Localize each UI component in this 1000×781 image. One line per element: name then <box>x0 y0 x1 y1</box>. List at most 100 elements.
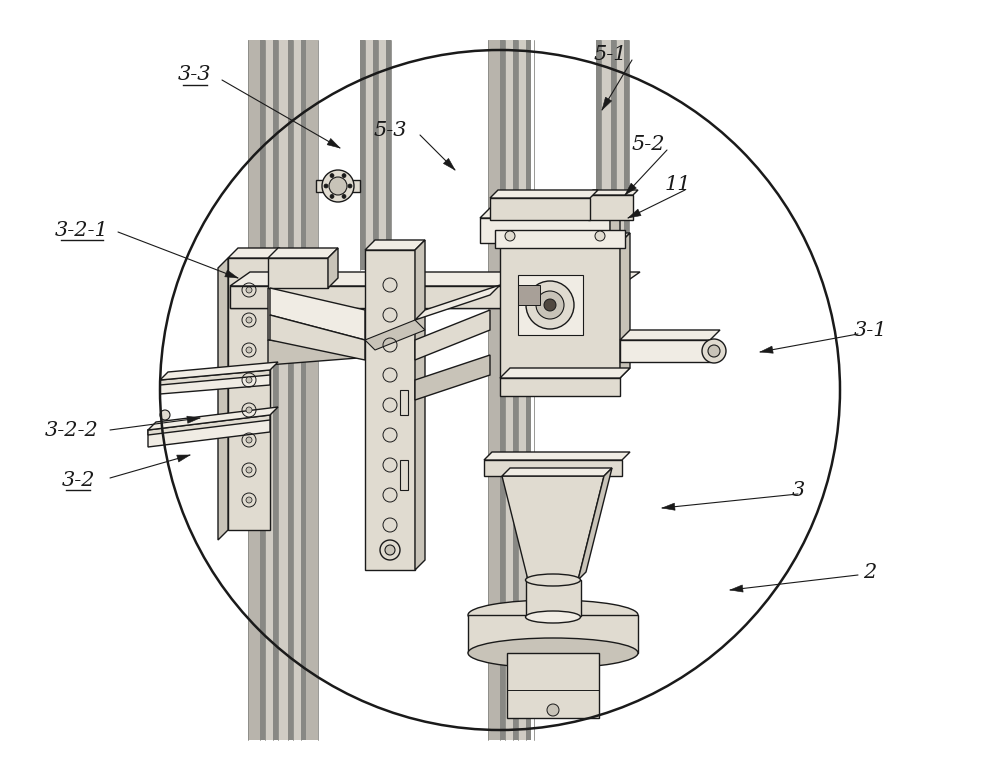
Bar <box>620 340 710 362</box>
Text: 5-2: 5-2 <box>631 135 665 155</box>
Bar <box>268 258 328 288</box>
Bar <box>386 40 391 270</box>
Polygon shape <box>268 340 358 365</box>
Bar <box>248 40 260 740</box>
Bar <box>301 40 306 740</box>
Circle shape <box>324 184 328 188</box>
Polygon shape <box>500 368 630 378</box>
Bar <box>616 40 624 340</box>
Bar <box>507 653 599 718</box>
Circle shape <box>385 545 395 555</box>
Polygon shape <box>602 97 612 110</box>
Text: 5-3: 5-3 <box>373 120 407 140</box>
Bar <box>288 40 293 740</box>
Polygon shape <box>502 476 604 580</box>
Polygon shape <box>365 320 425 350</box>
Polygon shape <box>662 503 675 510</box>
Polygon shape <box>620 330 720 340</box>
Text: 3: 3 <box>791 480 805 500</box>
Polygon shape <box>625 184 636 195</box>
Polygon shape <box>230 272 640 286</box>
Polygon shape <box>578 468 612 580</box>
Polygon shape <box>268 248 338 258</box>
Circle shape <box>595 231 605 241</box>
Bar <box>480 218 610 243</box>
Bar <box>518 275 583 335</box>
Bar <box>526 40 531 740</box>
Circle shape <box>246 497 252 503</box>
Ellipse shape <box>468 600 638 630</box>
Text: 3-3: 3-3 <box>178 66 212 84</box>
Polygon shape <box>415 285 500 320</box>
Bar <box>293 40 301 740</box>
Polygon shape <box>502 468 612 476</box>
Bar <box>490 198 590 220</box>
Polygon shape <box>268 288 350 348</box>
Circle shape <box>348 184 352 188</box>
Polygon shape <box>588 190 638 195</box>
Bar <box>518 285 540 305</box>
Polygon shape <box>270 288 365 340</box>
Polygon shape <box>160 362 278 380</box>
Circle shape <box>380 540 400 560</box>
Polygon shape <box>490 190 598 198</box>
Bar <box>378 40 386 270</box>
Polygon shape <box>148 415 270 435</box>
Bar <box>513 40 518 740</box>
Circle shape <box>342 173 346 177</box>
Circle shape <box>246 287 252 293</box>
Circle shape <box>246 317 252 323</box>
Bar <box>468 615 638 653</box>
Polygon shape <box>730 585 743 592</box>
Text: 5-1: 5-1 <box>593 45 627 65</box>
Bar <box>373 40 378 270</box>
Bar <box>500 40 505 740</box>
Circle shape <box>246 377 252 383</box>
Circle shape <box>246 437 252 443</box>
Polygon shape <box>620 233 630 378</box>
Bar <box>260 40 265 740</box>
Bar <box>596 40 601 340</box>
Circle shape <box>708 345 720 357</box>
Polygon shape <box>225 270 238 278</box>
Polygon shape <box>760 346 773 353</box>
Polygon shape <box>365 240 425 250</box>
Polygon shape <box>415 355 490 400</box>
Polygon shape <box>480 208 620 218</box>
Bar <box>601 40 611 340</box>
Bar <box>306 40 318 740</box>
Polygon shape <box>148 407 278 430</box>
Bar <box>500 378 620 396</box>
Polygon shape <box>148 415 270 447</box>
Bar <box>278 40 288 740</box>
Text: 3-1: 3-1 <box>853 320 887 340</box>
Polygon shape <box>218 258 228 540</box>
Circle shape <box>246 347 252 353</box>
Bar <box>484 460 622 476</box>
Bar <box>624 40 629 340</box>
Bar <box>588 195 633 220</box>
Polygon shape <box>270 315 365 360</box>
Bar <box>526 580 581 616</box>
Ellipse shape <box>526 574 580 586</box>
Circle shape <box>536 291 564 319</box>
Bar <box>611 40 616 340</box>
Circle shape <box>330 173 334 177</box>
Polygon shape <box>177 455 190 462</box>
Polygon shape <box>327 138 340 148</box>
Bar <box>265 40 273 740</box>
Polygon shape <box>187 416 200 423</box>
Polygon shape <box>500 233 630 243</box>
Ellipse shape <box>468 638 638 668</box>
Circle shape <box>330 194 334 198</box>
Polygon shape <box>228 248 280 258</box>
Bar <box>230 286 620 308</box>
Circle shape <box>544 299 556 311</box>
Polygon shape <box>160 370 270 385</box>
Bar <box>316 180 360 192</box>
Bar <box>228 258 270 530</box>
Polygon shape <box>415 310 490 360</box>
Bar <box>273 40 278 740</box>
Circle shape <box>526 281 574 329</box>
Text: 3-2-1: 3-2-1 <box>55 220 109 240</box>
